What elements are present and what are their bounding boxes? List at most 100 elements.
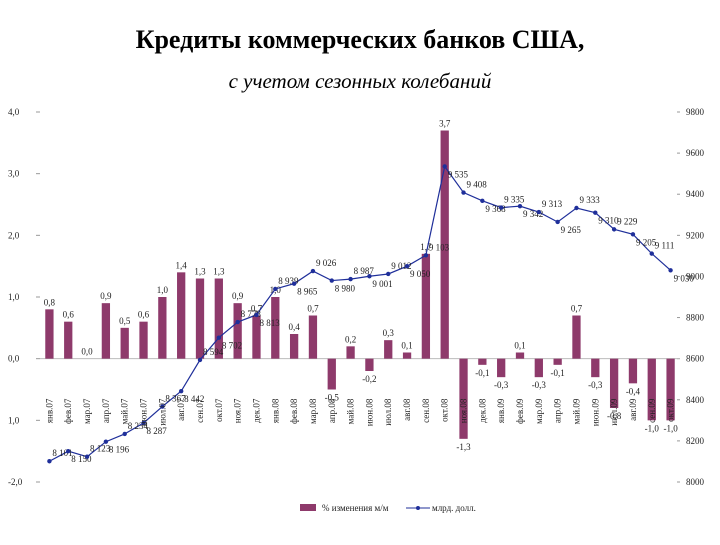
bar xyxy=(101,303,111,359)
point-label: 8 980 xyxy=(335,284,356,294)
bar xyxy=(666,358,675,421)
point xyxy=(141,420,146,426)
point xyxy=(197,357,203,363)
bar-label: 1,3 xyxy=(213,267,225,277)
point-label: 8 196 xyxy=(109,445,130,455)
point xyxy=(461,190,466,195)
y2-tick-label: 9600 xyxy=(686,148,705,158)
bar-label: 0,4 xyxy=(288,322,300,332)
point-label: 8 442 xyxy=(184,394,204,404)
bar xyxy=(214,278,223,359)
bar xyxy=(289,334,299,359)
point xyxy=(386,271,391,277)
x-tick-label: окт.08 xyxy=(440,398,450,422)
y-tick-label: 1,0 xyxy=(8,292,20,302)
bar-label: -0,3 xyxy=(532,380,547,390)
bar xyxy=(139,321,148,359)
x-tick-label: янв.08 xyxy=(270,398,280,423)
y-tick-label: 1,0 xyxy=(8,415,20,425)
bar-label: -0,8 xyxy=(607,411,622,421)
point-label: 8 234 xyxy=(128,421,149,431)
bar-label: 1,0 xyxy=(157,285,169,295)
x-tick-label: сен.09 xyxy=(647,398,657,423)
x-tick-label: май.07 xyxy=(120,398,130,424)
point xyxy=(310,268,316,274)
point xyxy=(480,198,485,203)
bar-label: 0,1 xyxy=(401,341,412,351)
point xyxy=(273,286,278,292)
x-tick-label: мар.08 xyxy=(308,398,318,424)
bar-label: 1,3 xyxy=(194,267,206,277)
bar xyxy=(421,253,431,359)
point xyxy=(367,274,372,279)
bar xyxy=(647,358,656,421)
point-label: 9 313 xyxy=(542,199,563,209)
x-tick-label: фев.09 xyxy=(515,398,525,424)
bar-label: -0,3 xyxy=(588,380,603,390)
point-label: 9 001 xyxy=(372,279,392,289)
bar-label: 3,7 xyxy=(439,119,451,129)
bar xyxy=(233,303,242,359)
x-tick-label: ноя.07 xyxy=(233,398,243,423)
legend-swatch xyxy=(416,506,420,510)
x-tick-label: авг.08 xyxy=(402,398,412,421)
bar xyxy=(158,297,167,359)
legend-swatch xyxy=(300,504,316,511)
point-label: 9 205 xyxy=(636,237,657,247)
y-tick-label: -2,0 xyxy=(8,477,23,487)
x-tick-label: дек.07 xyxy=(251,398,261,423)
y2-tick-label: 9800 xyxy=(686,107,705,117)
point-label: 9 408 xyxy=(467,180,488,190)
point xyxy=(178,388,184,394)
bar-label: 0,0 xyxy=(81,347,93,357)
legend-label: млрд. долл. xyxy=(432,503,476,513)
bar xyxy=(346,346,355,359)
point xyxy=(291,281,297,286)
point xyxy=(611,227,617,232)
bar xyxy=(252,315,261,359)
x-tick-label: июл.07 xyxy=(157,398,167,426)
x-tick-label: июн.08 xyxy=(364,398,374,426)
x-tick-label: апр.09 xyxy=(553,398,563,423)
x-tick-label: сен.08 xyxy=(421,398,431,423)
point-label: 9 310 xyxy=(598,216,619,226)
x-tick-label: янв.07 xyxy=(44,398,54,423)
bar xyxy=(534,358,543,378)
x-tick-label: окт.07 xyxy=(214,398,224,422)
y2-tick-label: 9000 xyxy=(686,271,705,281)
y2-tick-label: 8200 xyxy=(686,436,705,446)
point-label: 8 367 xyxy=(165,394,186,404)
x-tick-label: мар.09 xyxy=(534,398,544,424)
bar xyxy=(515,352,525,359)
bar-label: 0,8 xyxy=(44,297,56,307)
bar-label: 0,7 xyxy=(307,304,319,314)
point-label: 9 265 xyxy=(561,225,582,235)
point-label: 9 050 xyxy=(410,269,431,279)
point xyxy=(47,459,52,464)
x-tick-label: апр.07 xyxy=(101,398,111,423)
point-label: 9 229 xyxy=(617,216,638,226)
x-tick-label: июл.09 xyxy=(609,398,619,426)
point-label: 9 103 xyxy=(429,242,450,252)
bar xyxy=(497,358,506,378)
point xyxy=(498,205,504,210)
bar xyxy=(384,340,393,359)
point xyxy=(404,263,410,269)
bar xyxy=(591,358,600,378)
point-label: 9 342 xyxy=(523,209,543,219)
y-tick-label: 2,0 xyxy=(8,230,20,240)
point-label: 8 965 xyxy=(297,287,318,297)
point xyxy=(103,439,109,444)
bar-label: -1,0 xyxy=(645,423,660,433)
bar xyxy=(553,358,562,365)
x-tick-label: авг.07 xyxy=(176,398,186,421)
bar xyxy=(327,358,336,390)
point xyxy=(84,454,90,459)
x-tick-label: дек.08 xyxy=(477,398,487,423)
legend-label: % изменения м/м xyxy=(322,503,389,513)
point xyxy=(235,319,240,325)
bar xyxy=(195,278,205,359)
bar xyxy=(572,315,581,359)
bar-label: -0,2 xyxy=(362,374,376,384)
line xyxy=(49,165,671,462)
